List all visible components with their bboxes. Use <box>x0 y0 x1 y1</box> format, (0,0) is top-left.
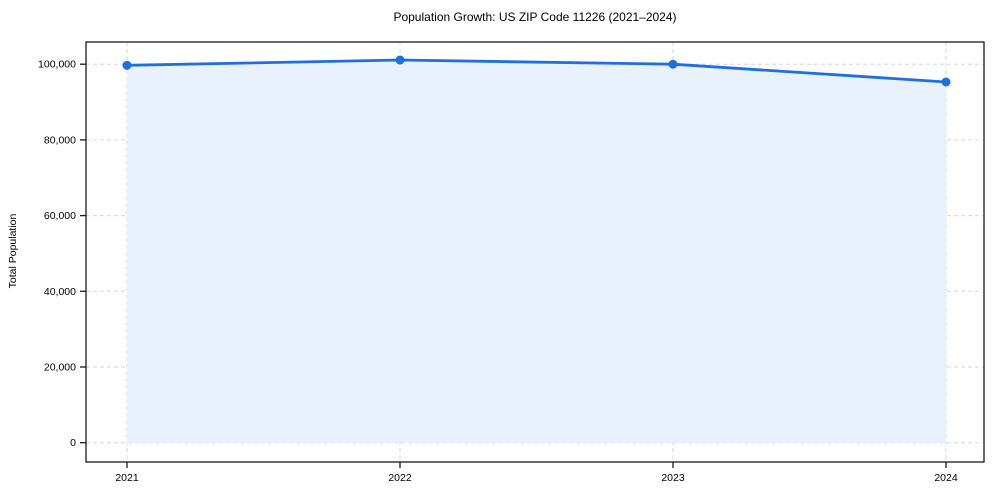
series-line <box>125 58 948 84</box>
data-point-marker <box>395 55 405 65</box>
y-tick-label: 100,000 <box>38 59 76 71</box>
x-tick-label: 2023 <box>661 472 685 484</box>
y-tick-label: 80,000 <box>44 134 76 146</box>
data-point-marker <box>122 60 132 70</box>
x-tick-label: 2021 <box>115 472 139 484</box>
y-tick-label: 0 <box>70 437 76 449</box>
chart-title: Population Growth: US ZIP Code 11226 (20… <box>393 10 677 24</box>
x-tick-label: 2024 <box>934 472 958 484</box>
data-point-marker <box>668 59 678 69</box>
y-tick-label: 20,000 <box>44 362 76 374</box>
plot-box-spines <box>85 41 985 463</box>
y-tick-label: 40,000 <box>44 286 76 298</box>
series-area-fill <box>127 60 946 443</box>
x-tick-label: 2022 <box>388 472 412 484</box>
y-tick-label: 60,000 <box>44 210 76 222</box>
data-point-marker <box>941 77 951 87</box>
